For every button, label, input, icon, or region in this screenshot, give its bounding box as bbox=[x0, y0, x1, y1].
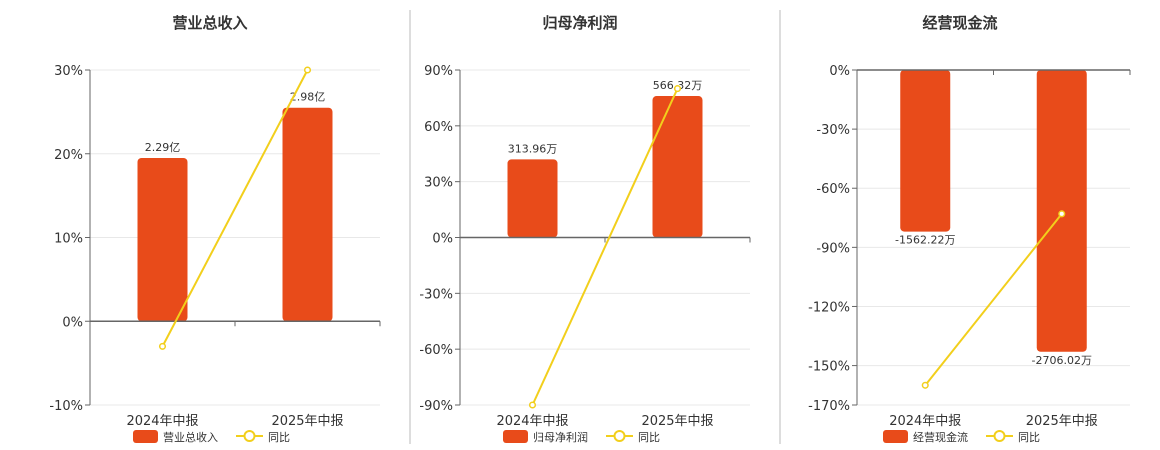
legend-bar-label: 经营现金流 bbox=[913, 430, 968, 444]
yoy-point bbox=[528, 401, 537, 409]
bar bbox=[507, 159, 558, 238]
bar-data-label: -1562.22万 bbox=[895, 234, 955, 247]
yoy-point bbox=[1058, 210, 1066, 218]
y-tick-label: -120% bbox=[808, 300, 850, 315]
y-tick-label: -60% bbox=[419, 343, 453, 358]
y-tick-label: 60% bbox=[424, 120, 453, 135]
y-tick-label: 0% bbox=[829, 64, 850, 79]
legend-bar-swatch bbox=[883, 430, 908, 443]
legend-line-marker bbox=[613, 430, 626, 442]
x-category-label: 2024年中报 bbox=[496, 414, 568, 429]
yoy-line bbox=[161, 69, 309, 347]
chart-panel-2: 归母净利润-90%-60%-30%0%30%60%90%313.96万566.3… bbox=[419, 14, 751, 444]
legend-line-marker bbox=[243, 430, 256, 442]
legend-bar-label: 营业总收入 bbox=[163, 430, 218, 444]
legend-line-label: 同比 bbox=[638, 431, 660, 444]
yoy-line bbox=[924, 213, 1063, 386]
x-category-label: 2024年中报 bbox=[889, 414, 961, 429]
y-tick-label: 10% bbox=[54, 232, 83, 247]
bar bbox=[282, 107, 333, 322]
legend-bar-swatch bbox=[133, 430, 158, 443]
x-category-label: 2025年中报 bbox=[271, 414, 343, 429]
yoy-point bbox=[673, 85, 682, 93]
y-tick-label: -90% bbox=[816, 241, 850, 256]
y-tick-label: 0% bbox=[432, 232, 453, 247]
chart-title: 经营现金流 bbox=[922, 14, 997, 32]
y-tick-label: -30% bbox=[419, 287, 453, 302]
chart-panel-3: 经营现金流 -170% -150% -120% -90% -60% -30% 0% -1562.… bbox=[808, 14, 1131, 444]
bar bbox=[900, 70, 951, 232]
legend-line-label: 同比 bbox=[268, 431, 290, 444]
yoy-line bbox=[531, 88, 679, 406]
x-category-label: 2025年中报 bbox=[1026, 414, 1098, 429]
x-category-label: 2024年中报 bbox=[126, 414, 198, 429]
chart-title: 归母净利润 bbox=[542, 14, 617, 32]
y-tick-label: -60% bbox=[816, 182, 850, 197]
chart-panel-1: 营业总收入 -10% 0% 10% 20% 30% 2.29亿 2.98亿 2024年中报 202… bbox=[49, 14, 381, 444]
bar-data-label: 313.96万 bbox=[508, 142, 558, 155]
legend-line-label: 同比 bbox=[1018, 431, 1040, 444]
bar-data-label: 2.29亿 bbox=[145, 141, 181, 154]
y-tick-label: 20% bbox=[54, 148, 83, 163]
yoy-point bbox=[303, 66, 312, 74]
y-tick-label: -30% bbox=[816, 123, 850, 138]
y-tick-label: -150% bbox=[808, 360, 850, 375]
x-category-label: 2025年中报 bbox=[641, 414, 713, 429]
bar bbox=[652, 96, 703, 238]
yoy-point bbox=[921, 381, 929, 389]
y-tick-label: -90% bbox=[419, 399, 453, 414]
y-tick-label: 0% bbox=[62, 315, 83, 330]
chart-title: 营业总收入 bbox=[172, 14, 247, 32]
y-tick-label: -170% bbox=[808, 399, 850, 414]
legend-bar-label: 归母净利润 bbox=[533, 430, 588, 444]
yoy-point bbox=[158, 342, 167, 350]
legend-line-marker bbox=[993, 430, 1006, 442]
bar-data-label: 2.98亿 bbox=[290, 91, 326, 104]
y-tick-label: -10% bbox=[49, 399, 83, 414]
y-tick-label: 30% bbox=[54, 64, 83, 79]
bar bbox=[137, 157, 188, 322]
y-tick-label: 90% bbox=[424, 64, 453, 79]
bar-data-label: -2706.02万 bbox=[1032, 354, 1092, 367]
y-tick-label: 30% bbox=[424, 176, 453, 191]
legend-bar-swatch bbox=[503, 430, 528, 443]
